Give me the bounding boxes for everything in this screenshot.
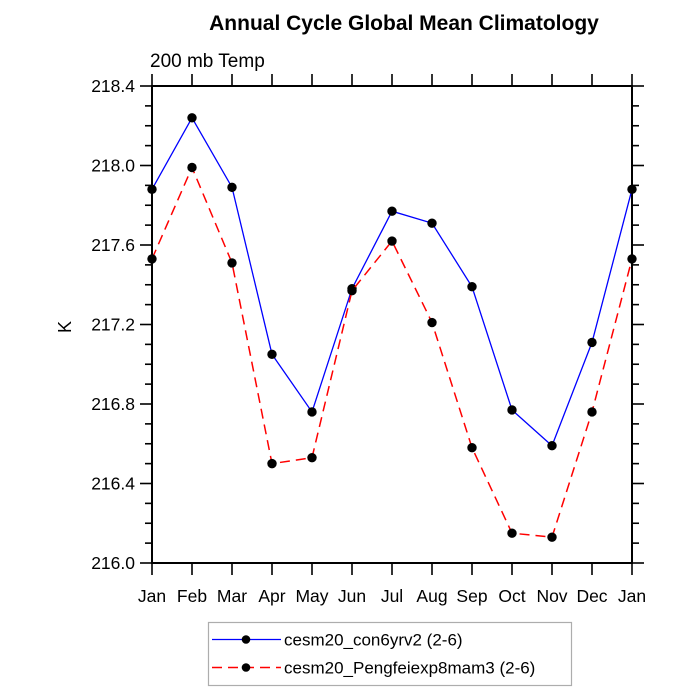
x-tick-label: Feb: [177, 586, 207, 606]
plot-frame: [151, 85, 633, 564]
x-tick-label: Nov: [536, 586, 567, 606]
series-1-marker: [227, 258, 237, 268]
legend: cesm20_con6yrv2 (2-6) cesm20_Pengfeiexp8m…: [207, 621, 573, 687]
x-tick-label: Aug: [416, 586, 447, 606]
x-tick-label: Sep: [456, 586, 487, 606]
x-tick-label: Jul: [381, 586, 403, 606]
series-0-marker: [387, 206, 397, 216]
axis-tick-labels: Jan Feb Mar Apr May Jun Jul Aug Sep Oct Nov Dec Jan2…: [91, 76, 646, 606]
x-tick-label: Dec: [576, 586, 607, 606]
x-tick-label: May: [295, 586, 328, 606]
y-tick-label: 218.0: [91, 156, 135, 176]
series-0-marker: [187, 113, 197, 123]
x-tick-label: Mar: [217, 586, 247, 606]
series-1-marker: [547, 532, 557, 542]
series-0-marker: [267, 349, 277, 360]
series-1-marker: [187, 162, 197, 173]
y-tick-label: 216.4: [91, 474, 135, 494]
legend-marker: [241, 635, 251, 644]
y-axis-label: K: [55, 321, 75, 333]
legend-marker: [241, 663, 251, 672]
series-1-marker: [587, 407, 597, 417]
series-1-marker: [627, 254, 637, 264]
chart-subtitle: 200 mb Temp: [150, 51, 265, 72]
series-1-marker: [147, 254, 157, 264]
legend-label: cesm20_Pengfeiexp8mam3 (2-6): [284, 659, 535, 678]
y-tick-label: 218.4: [91, 76, 135, 96]
y-tick-label: 217.6: [91, 235, 135, 255]
series-0-marker: [587, 337, 597, 348]
series-0-marker: [547, 441, 557, 451]
series-1-marker: [507, 528, 517, 538]
y-tick-label: 216.8: [91, 394, 135, 414]
chart-title: Annual Cycle Global Mean Climatology: [209, 12, 599, 35]
series-line-0: [151, 116, 633, 447]
series-0-marker: [507, 405, 517, 415]
series-0-marker: [307, 407, 317, 417]
series-1-marker: [467, 443, 477, 453]
x-tick-label: Apr: [258, 586, 285, 606]
series-0-marker: [227, 182, 237, 193]
series-1-marker: [307, 452, 317, 463]
series-1-marker: [347, 286, 357, 296]
legend-entry: cesm20_con6yrv2 (2-6): [212, 631, 463, 650]
axis-ticks: [140, 74, 644, 575]
x-tick-label: Jan: [618, 586, 646, 606]
series-0-marker: [467, 282, 477, 292]
legend-box: [207, 621, 573, 687]
x-tick-label: Jan: [138, 586, 166, 606]
series-0-marker: [147, 184, 157, 195]
y-tick-label: 216.0: [91, 553, 135, 573]
x-tick-label: Jun: [338, 586, 366, 606]
series-line-1: [151, 165, 633, 538]
series-0-marker: [627, 184, 637, 195]
series-1-marker: [427, 317, 437, 328]
legend-label: cesm20_con6yrv2 (2-6): [284, 631, 463, 650]
data-series: [147, 113, 637, 542]
y-tick-label: 217.2: [91, 315, 135, 335]
series-1-marker: [267, 458, 277, 469]
x-tick-label: Oct: [498, 586, 525, 606]
series-1-marker: [387, 236, 397, 246]
series-0-marker: [427, 218, 437, 228]
legend-entry: cesm20_Pengfeiexp8mam3 (2-6): [212, 659, 535, 678]
